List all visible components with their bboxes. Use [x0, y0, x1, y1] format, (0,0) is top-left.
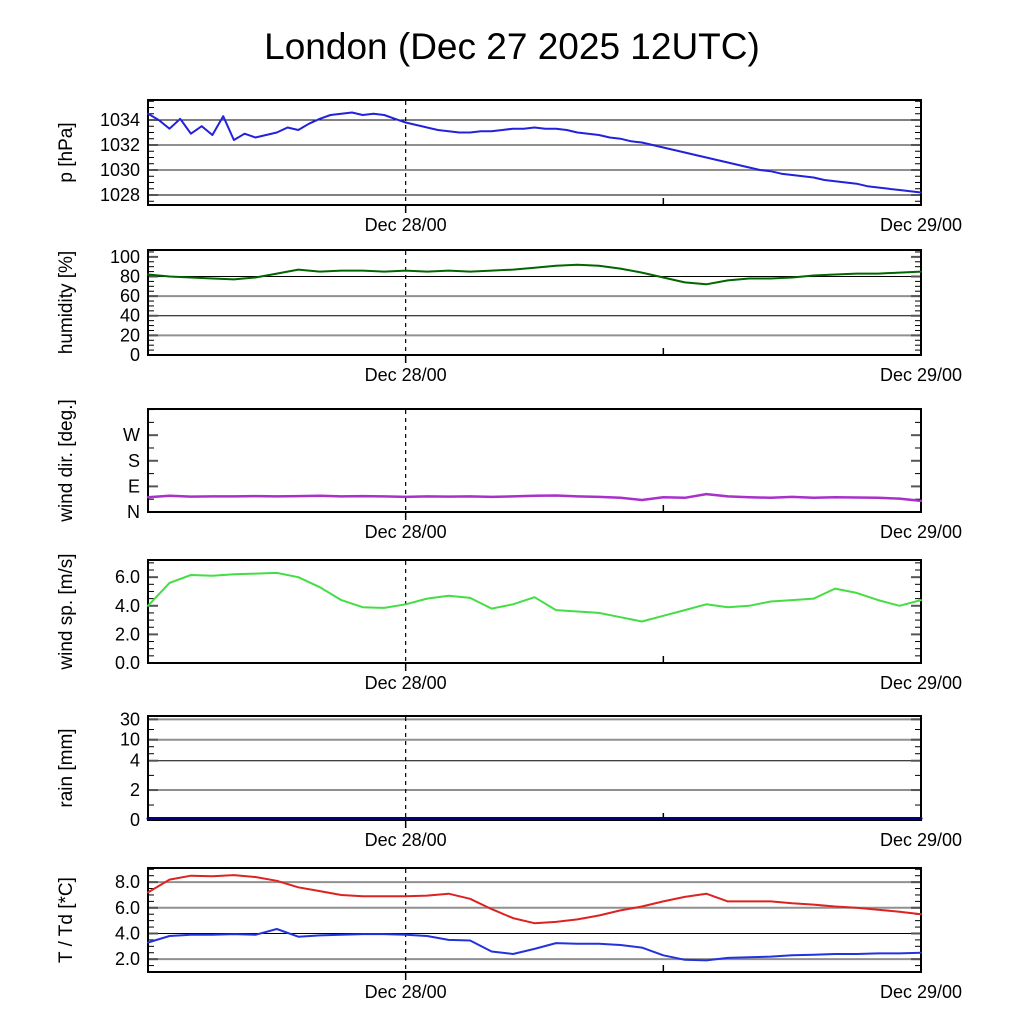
x-axis-label: Dec 28/00 [365, 522, 447, 542]
y-tick-label: S [128, 451, 140, 471]
x-axis-label: Dec 29/00 [880, 982, 962, 1002]
x-axis-label: Dec 28/00 [365, 673, 447, 693]
y-tick-label: 0 [130, 345, 140, 365]
temperature-curve [147, 874, 922, 925]
y-tick-label: 1030 [100, 160, 140, 180]
y-tick-label: 4 [130, 751, 140, 771]
x-axis-label: Dec 28/00 [365, 982, 447, 1002]
wind-direction-curve [146, 492, 923, 503]
panel-border [147, 408, 922, 513]
y-tick-label: N [127, 502, 140, 522]
x-axis-label: Dec 29/00 [880, 522, 962, 542]
x-axis-label: Dec 29/00 [880, 830, 962, 850]
panel-border [147, 715, 922, 821]
chart-title: London (Dec 27 2025 12UTC) [264, 26, 760, 67]
panel-border [147, 559, 922, 664]
x-axis-label: Dec 29/00 [880, 215, 962, 235]
y-tick-label: 30 [120, 709, 140, 729]
y-tick-label: 100 [110, 247, 140, 267]
x-axis-label: Dec 28/00 [365, 365, 447, 385]
x-axis-label: Dec 29/00 [880, 673, 962, 693]
y-axis-title: humidity [%] [56, 251, 77, 354]
panel-border [147, 99, 922, 206]
y-tick-label: 2.0 [115, 624, 140, 644]
x-axis-label: Dec 29/00 [880, 365, 962, 385]
x-axis-label: Dec 28/00 [365, 830, 447, 850]
y-axis-title: rain [mm] [56, 728, 77, 807]
y-tick-label: 60 [120, 286, 140, 306]
y-tick-label: 4.0 [115, 596, 140, 616]
y-tick-label: 8.0 [115, 872, 140, 892]
panel-wind-speed: Dec 28/00 Dec 29/00 0.0 2.0 4.0 6.0 wind sp. [… [56, 553, 962, 693]
pressure-curve [147, 111, 922, 194]
y-tick-label: 0 [130, 810, 140, 830]
y-tick-label: W [123, 425, 140, 445]
panel-pressure: Dec 28/00 Dec 29/00 1028 1030 1032 1034 p [hPa… [56, 99, 962, 235]
y-tick-label: 4.0 [115, 923, 140, 943]
y-axis-title: wind dir. [deg.] [56, 399, 77, 523]
y-tick-label: 20 [120, 325, 140, 345]
y-tick-label: 1034 [100, 110, 140, 130]
panel-border [147, 249, 922, 356]
y-tick-label: 0.0 [115, 653, 140, 673]
panel-border [147, 867, 922, 973]
dewpoint-curve [147, 928, 922, 962]
y-tick-label: 80 [120, 266, 140, 286]
y-axis-title: T / Td [*C] [56, 877, 77, 963]
y-tick-label: 2 [130, 780, 140, 800]
panel-temperature: Dec 28/00 Dec 29/00 2.0 4.0 6.0 8.0 T / Td [*C… [56, 867, 962, 1002]
wind-speed-curve [147, 571, 922, 623]
y-tick-label: 6.0 [115, 567, 140, 587]
y-tick-label: E [128, 476, 140, 496]
y-tick-label: 2.0 [115, 949, 140, 969]
y-tick-label: 1028 [100, 185, 140, 205]
y-axis-title: p [hPa] [56, 122, 77, 182]
y-tick-label: 40 [120, 306, 140, 326]
y-tick-label: 10 [120, 730, 140, 750]
x-axis-label: Dec 28/00 [365, 215, 447, 235]
y-tick-label: 6.0 [115, 898, 140, 918]
humidity-curve [147, 263, 922, 286]
y-axis-title: wind sp. [m/s] [56, 553, 77, 670]
y-tick-label: 1032 [100, 135, 140, 155]
